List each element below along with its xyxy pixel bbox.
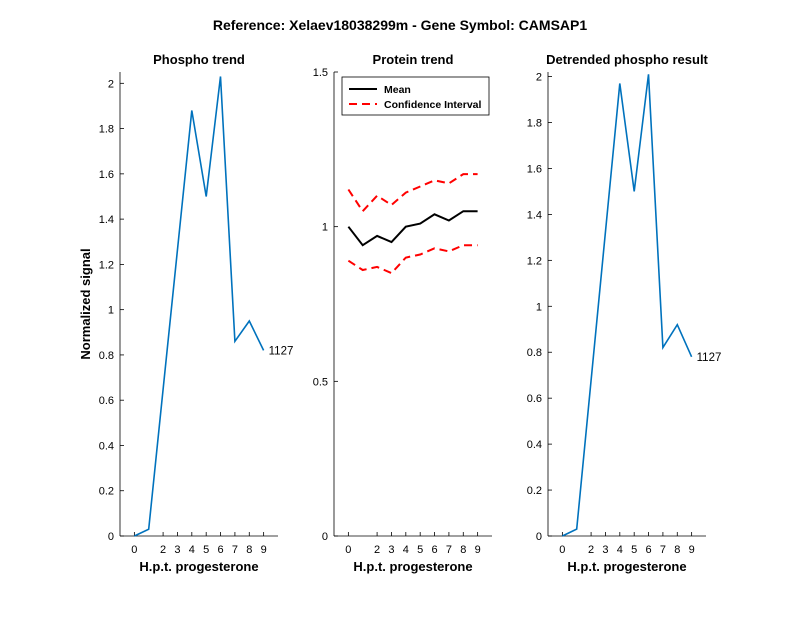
x-tick-label: 0 [559,544,565,556]
y-tick-label: 2 [108,78,114,90]
x-tick-label: 6 [217,544,223,556]
y-tick-label: 0.5 [313,376,328,388]
y-tick-label: 1.8 [527,118,542,130]
series-line-1 [134,76,265,537]
y-tick-label: 1.4 [99,214,114,226]
x-tick-label: 7 [446,544,452,556]
x-tick-label: 5 [417,544,423,556]
x-tick-label: 4 [403,544,409,556]
y-tick-label: 0.4 [527,439,542,451]
series-line-1 [347,210,478,247]
x-tick-label: 4 [617,544,623,556]
series-line-1 [562,74,693,537]
y-tick-label: 1.4 [527,209,542,221]
x-tick-label: 3 [174,544,180,556]
x-tick-label: 4 [189,544,195,556]
x-tick-label: 2 [160,544,166,556]
panels: 00.20.40.60.811.21.41.61.820 2 3 4 5 6 7 8 9Phos… [78,52,721,574]
x-tick-label: 8 [246,544,252,556]
x-tick-label: 3 [602,544,608,556]
x-axis-label: H.p.t. progesterone [353,559,472,574]
x-tick-label: 5 [631,544,637,556]
y-tick-label: 1.2 [527,255,542,267]
panel-1: 00.20.40.60.811.21.41.61.820 2 3 4 5 6 7 8 9Phos… [78,52,293,574]
x-tick-label: 7 [660,544,666,556]
y-tick-label: 0.2 [527,485,542,497]
data-annotation: 1127 [269,345,294,357]
y-tick-label: 0.8 [527,347,542,359]
data-annotation: 1127 [697,352,722,364]
x-tick-label: 9 [475,544,481,556]
y-tick-label: 1 [322,222,328,234]
legend-entry: Confidence Interval [384,99,482,111]
panel-3: 00.20.40.60.811.21.41.61.820 2 3 4 5 6 7 8 9Detr… [527,52,722,574]
y-tick-label: 1 [536,301,542,313]
y-tick-label: 1.8 [99,124,114,136]
y-tick-label: 1.5 [313,67,328,79]
y-axis-label: Normalized signal [78,248,93,359]
x-tick-label: 2 [588,544,594,556]
figure-title: Reference: Xelaev18038299m - Gene Symbol… [213,17,587,33]
legend-box [341,76,490,116]
y-tick-label: 0.6 [527,393,542,405]
x-tick-label: 0 [131,544,137,556]
panel-2: 0 0.5 1 1.5 0 2 3 4 5 6 7 8 9 Protein trend H.p.t. pro… [313,52,492,574]
y-tick-label: 0.2 [99,486,114,498]
y-tick-label: 1.6 [99,169,114,181]
series-line-2 [347,173,478,213]
x-tick-label: 3 [388,544,394,556]
y-tick-label: 0 [108,531,114,543]
x-tick-label: 9 [689,544,695,556]
x-tick-label: 9 [261,544,267,556]
x-axis-label: H.p.t. progesterone [567,559,686,574]
x-tick-label: 7 [232,544,238,556]
y-tick-label: 0.4 [99,440,114,452]
axes-title: Protein trend [373,52,454,67]
y-tick-label: 2 [536,72,542,84]
legend: Mean Confidence Interval [341,76,490,116]
y-tick-label: 0 [536,531,542,543]
y-tick-label: 0.6 [99,395,114,407]
x-tick-label: 8 [674,544,680,556]
y-tick-label: 1.2 [99,259,114,271]
axes-title: Detrended phospho result [546,52,708,67]
x-tick-label: 6 [645,544,651,556]
y-tick-label: 1.6 [527,163,542,175]
axes-title: Phospho trend [153,52,245,67]
x-tick-label: 6 [431,544,437,556]
series-line-3 [347,244,478,275]
x-tick-label: 5 [203,544,209,556]
x-tick-label: 2 [374,544,380,556]
x-axis-label: H.p.t. progesterone [139,559,258,574]
y-tick-label: 0.8 [99,350,114,362]
y-tick-label: 0 [322,531,328,543]
y-tick-label: 1 [108,305,114,317]
x-tick-label: 0 [345,544,351,556]
legend-entry: Mean [384,84,411,96]
x-tick-label: 8 [460,544,466,556]
